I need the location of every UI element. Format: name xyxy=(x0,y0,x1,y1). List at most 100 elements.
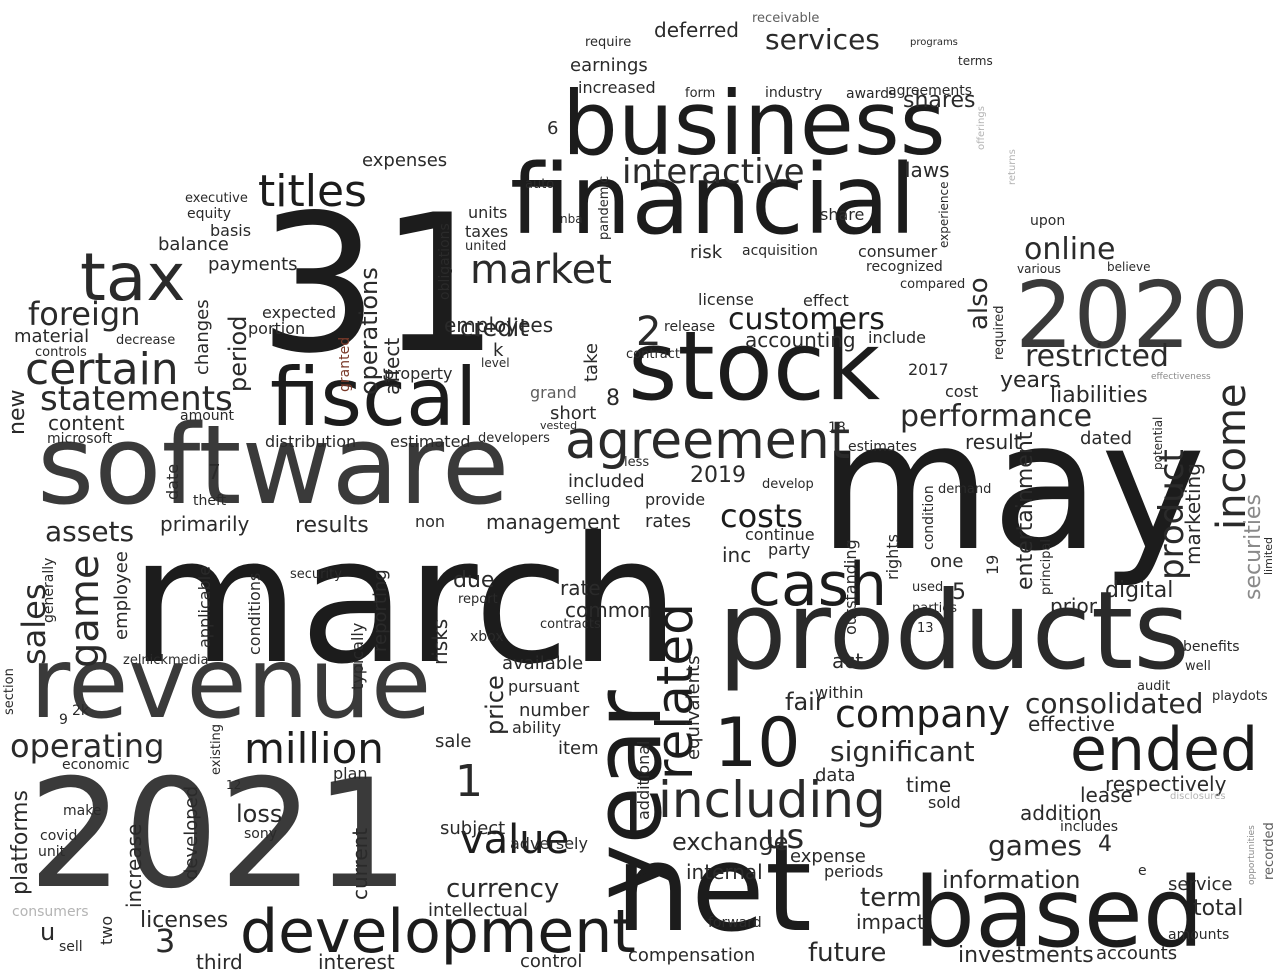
word-limited: limited xyxy=(1262,537,1275,575)
word-opportunities: opportunities xyxy=(1247,825,1257,885)
word-distribution: distribution xyxy=(265,432,357,451)
word-interest: interest xyxy=(318,950,395,974)
word-increase: increase xyxy=(122,823,146,908)
word-intellectual: intellectual xyxy=(428,900,529,921)
word-titles: titles xyxy=(258,166,367,217)
word-sale: sale xyxy=(435,731,472,752)
word-returns: returns xyxy=(1007,149,1018,185)
word-company: company xyxy=(835,692,1011,736)
word-short: short xyxy=(550,403,597,424)
word-6: 6 xyxy=(547,118,559,139)
word-internal: internal xyxy=(686,860,763,884)
word-audit: audit xyxy=(1137,679,1171,694)
word-include: include xyxy=(868,328,926,347)
word-vested: vested xyxy=(540,419,578,432)
word-offerings: offerings xyxy=(976,106,987,150)
word-sell: sell xyxy=(59,939,83,955)
word-generally: generally xyxy=(41,557,57,623)
word-tax: tax xyxy=(80,239,186,316)
word-selling: selling xyxy=(565,492,611,508)
word-grand: grand xyxy=(530,383,577,402)
word-9: 9 xyxy=(59,712,68,728)
word-interactive: interactive xyxy=(622,152,805,192)
word-years: years xyxy=(1000,368,1061,393)
word-results: results xyxy=(295,513,369,538)
word-significant: significant xyxy=(830,735,975,768)
word-us: us xyxy=(765,817,805,857)
word-equivalents: equivalents xyxy=(683,655,704,760)
word-costs: costs xyxy=(720,497,804,535)
word-recognized: recognized xyxy=(866,259,943,275)
word-2019: 2019 xyxy=(690,463,746,488)
word-units: units xyxy=(468,203,508,222)
word-operating: operating xyxy=(10,727,165,765)
word-expense: expense xyxy=(790,846,866,867)
word-applicable: applicable xyxy=(195,565,214,648)
word-march: march xyxy=(130,500,680,703)
word-earnings: earnings xyxy=(570,55,648,76)
word-portion: portion xyxy=(248,319,306,338)
word-rates: rates xyxy=(645,511,691,532)
word-business: business xyxy=(562,72,946,175)
word-includes: includes xyxy=(1060,819,1119,835)
word-price: price xyxy=(481,675,509,735)
word-accounts: accounts xyxy=(1096,943,1178,964)
word-k: k xyxy=(493,340,504,361)
word-controls: controls xyxy=(35,345,87,360)
word-current: current xyxy=(348,827,372,900)
word-currency: currency xyxy=(446,874,560,904)
word-recorded: recorded xyxy=(1262,822,1277,880)
word-e: e xyxy=(1138,863,1147,879)
word-form: form xyxy=(685,86,716,101)
word-8: 8 xyxy=(606,386,620,411)
word-10: 10 xyxy=(714,704,801,783)
word-risk: risk xyxy=(690,242,723,263)
word-level: level xyxy=(481,356,510,370)
word-cost: cost xyxy=(945,382,979,401)
word-subject: subject xyxy=(440,818,506,839)
word-adversely: adversely xyxy=(510,834,588,853)
word-expenses: expenses xyxy=(362,150,448,171)
word-2017: 2017 xyxy=(908,360,949,379)
word-may: may xyxy=(818,383,1206,590)
word-sold: sold xyxy=(928,793,961,812)
word-consumers: consumers xyxy=(12,904,89,920)
word-digital: digital xyxy=(1105,578,1174,603)
word-typically: typically xyxy=(348,622,367,690)
word-also: also xyxy=(964,277,994,330)
word-forward: forward xyxy=(708,915,762,931)
word-services: services xyxy=(765,23,880,56)
word-consumer: consumer xyxy=(858,242,938,261)
word-playdots: playdots xyxy=(1212,689,1268,704)
word-developed: developed xyxy=(181,785,202,880)
word-content: content xyxy=(48,411,125,435)
word-control: control xyxy=(520,951,583,972)
word-additional: additional xyxy=(634,740,653,820)
word-terms: terms xyxy=(958,54,993,68)
word-zelnickmedia: zelnickmedia xyxy=(123,653,209,668)
word-online: online xyxy=(1024,232,1116,267)
word-parties: parties xyxy=(912,601,958,616)
word-one: one xyxy=(930,551,964,572)
word-contracts: contracts xyxy=(540,617,601,632)
word-exchange: exchange xyxy=(672,828,789,856)
word-required: required xyxy=(992,305,1007,360)
word-periods: periods xyxy=(824,862,884,881)
word-license: license xyxy=(698,290,754,309)
word-section: section xyxy=(2,668,17,715)
word-two: two xyxy=(97,915,116,945)
word-rights: rights xyxy=(883,534,902,580)
word-stock: stock xyxy=(628,312,881,422)
word-within: within xyxy=(815,683,864,702)
word-material: material xyxy=(14,326,90,347)
word-prior: prior xyxy=(1050,594,1097,618)
word-various: various xyxy=(1017,262,1061,276)
word-pandemic: pandemic xyxy=(597,175,612,240)
word-taxes: taxes xyxy=(465,222,509,241)
word-2021: 2021 xyxy=(28,748,410,922)
word-act: act xyxy=(832,649,864,673)
word-data: data xyxy=(815,765,856,786)
word-contract: contract xyxy=(626,347,680,362)
word-economic: economic xyxy=(62,757,130,773)
word-payments: payments xyxy=(208,254,298,275)
